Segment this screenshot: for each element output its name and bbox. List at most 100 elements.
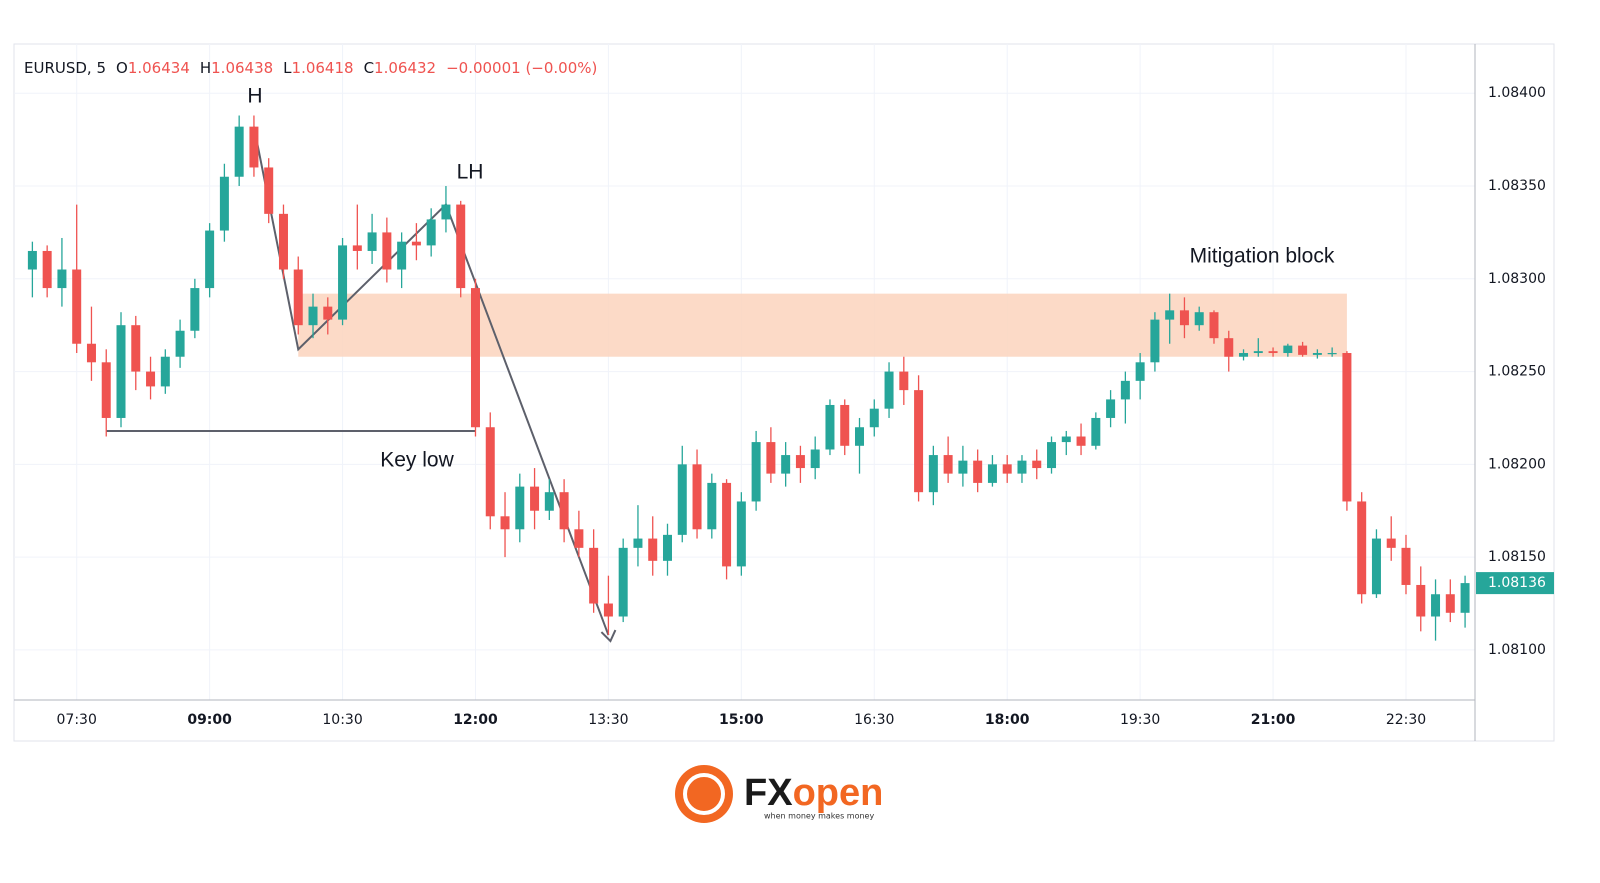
body xyxy=(648,538,658,561)
body xyxy=(352,245,362,251)
body xyxy=(1371,538,1381,595)
chart-frame xyxy=(13,43,1555,742)
logo-text: FXopen xyxy=(744,772,883,814)
body xyxy=(397,241,407,270)
body xyxy=(411,241,421,246)
body xyxy=(1209,312,1219,339)
body xyxy=(146,371,156,387)
body xyxy=(485,427,495,517)
body xyxy=(1283,345,1293,354)
body xyxy=(367,232,377,251)
body xyxy=(1047,442,1057,469)
body xyxy=(633,538,643,548)
body xyxy=(293,269,303,326)
body xyxy=(1445,594,1455,613)
body xyxy=(515,486,525,530)
body xyxy=(131,325,141,372)
logo-tagline: when money makes money xyxy=(764,812,874,821)
x-tick-label: 16:30 xyxy=(854,712,894,728)
body xyxy=(825,404,835,450)
body xyxy=(249,126,259,168)
body xyxy=(973,460,983,483)
candles xyxy=(27,115,1470,641)
body xyxy=(1179,310,1189,326)
annotation: H xyxy=(247,85,262,108)
body xyxy=(190,288,200,331)
body xyxy=(57,269,67,289)
body xyxy=(219,176,229,231)
body xyxy=(1224,338,1234,357)
y-tick-label: 1.08350 xyxy=(1488,178,1546,194)
body xyxy=(1091,417,1101,446)
annotation: Mitigation block xyxy=(1190,245,1335,268)
body xyxy=(500,516,510,530)
body xyxy=(382,232,392,270)
body xyxy=(1061,436,1071,443)
x-tick-label: 22:30 xyxy=(1386,712,1426,728)
body xyxy=(840,404,850,446)
body xyxy=(987,464,997,483)
body xyxy=(855,427,865,446)
x-tick-label: 19:30 xyxy=(1120,712,1160,728)
body xyxy=(1357,501,1367,595)
body xyxy=(1253,351,1263,354)
body xyxy=(603,603,613,617)
body xyxy=(574,529,584,548)
body xyxy=(1076,436,1086,446)
arrow-head xyxy=(600,629,617,643)
body xyxy=(722,482,732,567)
ohlc-label: O xyxy=(116,59,128,77)
body xyxy=(1460,583,1470,613)
body xyxy=(1431,594,1441,617)
body xyxy=(766,442,776,474)
body xyxy=(1120,380,1130,400)
y-tick-label: 1.08200 xyxy=(1488,456,1546,472)
body xyxy=(1017,460,1027,474)
body xyxy=(426,219,436,246)
x-tick-label: 13:30 xyxy=(588,712,628,728)
x-tick-label: 18:00 xyxy=(985,712,1030,728)
body xyxy=(618,547,628,617)
annotation: Key low xyxy=(380,449,454,472)
body xyxy=(810,449,820,469)
body xyxy=(692,464,702,530)
body xyxy=(42,250,52,289)
body xyxy=(456,204,466,289)
body xyxy=(160,356,170,387)
body xyxy=(278,213,288,270)
logo-fx: FX xyxy=(744,772,793,814)
body xyxy=(958,460,968,474)
ohlc-value: 1.06434 xyxy=(128,59,190,77)
body xyxy=(323,306,333,320)
swing-path xyxy=(252,126,610,636)
body xyxy=(308,306,318,326)
body xyxy=(338,245,348,320)
body xyxy=(1312,353,1322,355)
body xyxy=(869,408,879,428)
x-tick-label: 15:00 xyxy=(719,712,764,728)
body xyxy=(928,455,938,493)
body xyxy=(1165,310,1175,320)
y-tick-label: 1.08250 xyxy=(1488,364,1546,380)
x-tick-label: 21:00 xyxy=(1251,712,1296,728)
ohlc-label: L xyxy=(283,59,292,77)
body xyxy=(1327,353,1337,355)
body xyxy=(589,547,599,604)
body xyxy=(1401,547,1411,585)
body xyxy=(1106,399,1116,418)
x-tick-label: 07:30 xyxy=(57,712,97,728)
x-tick-label: 10:30 xyxy=(322,712,362,728)
logo-icon-detail xyxy=(683,773,725,815)
mitigation-zone xyxy=(298,293,1347,357)
y-tick-label: 1.08100 xyxy=(1488,642,1546,658)
body xyxy=(1268,351,1278,354)
body xyxy=(1416,584,1426,617)
body xyxy=(1298,345,1308,355)
y-tick-label: 1.08150 xyxy=(1488,549,1546,565)
body xyxy=(1386,538,1396,548)
body xyxy=(441,204,451,220)
body xyxy=(72,269,82,344)
body xyxy=(751,442,761,502)
body xyxy=(677,464,687,535)
